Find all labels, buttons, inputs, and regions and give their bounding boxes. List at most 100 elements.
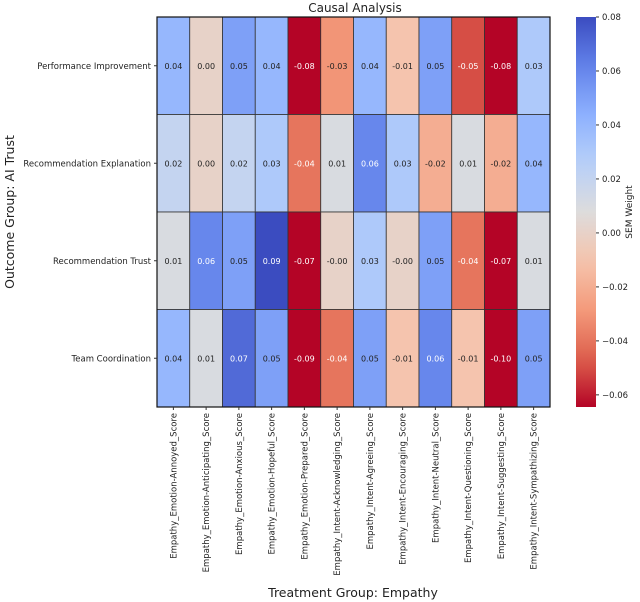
cell-value-label: 0.05 [426, 257, 444, 266]
x-tick-label: Empathy_Emotion-Annoyed_Score [169, 413, 179, 559]
y-tick-label: Performance Improvement [37, 62, 151, 72]
cell-value-label: 0.05 [230, 257, 248, 266]
chart-title: Causal Analysis [308, 1, 402, 15]
cell-value-label: 0.06 [197, 257, 215, 266]
cell-value-label: -0.01 [458, 354, 479, 363]
cell-value-label: 0.06 [426, 354, 444, 363]
cell-value-label: 0.03 [525, 62, 543, 71]
x-tick-label: Empathy_Intent-Encouraging_Score [399, 413, 409, 565]
x-tick-label: Empathy_Emotion-Prepared_Score [300, 413, 310, 560]
cell-value-label: 0.03 [361, 257, 379, 266]
cell-value-label: 0.07 [230, 354, 248, 363]
cell-value-label: 0.06 [361, 159, 379, 168]
colorbar [576, 17, 596, 407]
heatmap-cell [156, 16, 191, 115]
cell-value-label: 0.04 [525, 159, 543, 168]
x-tick-label: Empathy_Intent-Acknowledging_Score [333, 413, 343, 576]
cell-value-label: 0.03 [394, 159, 412, 168]
cell-value-label: 0.05 [525, 354, 543, 363]
cell-value-label: 0.01 [459, 159, 477, 168]
cell-value-label: 0.04 [164, 354, 182, 363]
cell-value-label: -0.01 [392, 354, 413, 363]
cell-value-label: -0.01 [392, 62, 413, 71]
cell-value-label: 0.04 [263, 62, 281, 71]
heatmap-cell [254, 309, 289, 408]
heatmap-cell [484, 114, 518, 213]
x-tick-label: Empathy_Emotion-Anxious_Score [235, 413, 245, 555]
heatmap-cell [189, 16, 223, 115]
cell-value-label: -0.02 [491, 159, 512, 168]
cell-value-label: -0.03 [327, 62, 348, 71]
cell-value-label: 0.05 [426, 62, 444, 71]
cell-value-label: 0.04 [361, 62, 379, 71]
cell-value-label: 0.04 [164, 62, 182, 71]
x-tick-label: Empathy_Intent-Sympathizing_Score [530, 413, 540, 570]
x-tick-label: Empathy_Intent-Agreeing_Score [366, 413, 376, 550]
y-tick-label: Recommendation Trust [53, 257, 152, 267]
cell-value-label: -0.02 [425, 159, 446, 168]
cell-value-label: -0.07 [491, 257, 512, 266]
cell-value-label: -0.07 [294, 257, 315, 266]
heatmap-cell [353, 309, 387, 408]
colorbar-tick-label: 0.02 [602, 175, 621, 185]
cell-value-label: -0.08 [294, 62, 315, 71]
cell-value-label: 0.05 [263, 354, 281, 363]
cell-value-label: 0.00 [197, 62, 215, 71]
heatmap-cell [484, 309, 518, 408]
y-tick-label: Recommendation Explanation [23, 159, 151, 169]
x-axis-label: Treatment Group: Empathy [267, 585, 438, 600]
cell-value-label: 0.01 [525, 257, 543, 266]
x-tick-label: Empathy_Intent-Neutral_Score [431, 413, 441, 543]
heatmap-cell [516, 211, 551, 310]
cell-value-label: 0.01 [328, 159, 346, 168]
heatmap-cell [320, 309, 354, 408]
cell-value-label: -0.04 [458, 257, 479, 266]
x-tick-label: Empathy_Emotion-Hopeful_Score [268, 413, 278, 554]
heatmap-cell [287, 114, 322, 213]
cell-value-label: 0.00 [197, 159, 215, 168]
heatmap-cell [353, 211, 387, 310]
cell-value-label: 0.01 [164, 257, 182, 266]
cell-value-label: -0.10 [491, 354, 512, 363]
cell-value-label: 0.05 [230, 62, 248, 71]
colorbar-tick-label: −0.04 [602, 337, 628, 347]
colorbar-tick-label: −0.06 [602, 391, 628, 401]
heatmap-cell [385, 114, 420, 213]
heatmap-cell [353, 114, 387, 213]
cell-value-label: 0.03 [263, 159, 281, 168]
colorbar-tick-label: 0.04 [602, 121, 621, 131]
y-tick-label: Team Coordination [71, 354, 151, 364]
heatmap-cell [222, 211, 256, 310]
colorbar-tick-label: 0.08 [602, 13, 621, 23]
cell-value-label: -0.09 [294, 354, 315, 363]
heatmap-cell [156, 309, 191, 408]
cell-value-label: -0.05 [458, 62, 479, 71]
heatmap-cell [451, 114, 485, 213]
cell-value-label: -0.08 [491, 62, 512, 71]
cell-value-label: -0.00 [392, 257, 413, 266]
heatmap-border [156, 16, 551, 408]
colorbar-label: SEM Weight [625, 185, 635, 239]
heatmap-cell [451, 16, 485, 115]
cell-value-label: 0.09 [263, 257, 281, 266]
heatmap-cell [418, 114, 453, 213]
heatmap-cell [287, 211, 322, 310]
cell-value-label: -0.04 [327, 354, 348, 363]
heatmap-cell [254, 211, 289, 310]
heatmap-cell [418, 309, 453, 408]
cell-value-label: 0.02 [230, 159, 248, 168]
colorbar-tick-label: −0.02 [602, 283, 628, 293]
heatmap-cell [451, 309, 485, 408]
heatmap-cell [189, 114, 223, 213]
x-tick-label: Empathy_Emotion-Anticipating_Score [202, 413, 212, 572]
heatmap-cell [156, 211, 191, 310]
heatmap-cell [254, 114, 289, 213]
cell-value-label: 0.05 [361, 354, 379, 363]
heatmap-cell [320, 16, 354, 115]
x-tick-label: Empathy_Intent-Suggesting_Score [497, 413, 507, 559]
heatmap-cell [320, 114, 354, 213]
heatmap-cell [516, 16, 551, 115]
cell-value-label: 0.02 [164, 159, 182, 168]
